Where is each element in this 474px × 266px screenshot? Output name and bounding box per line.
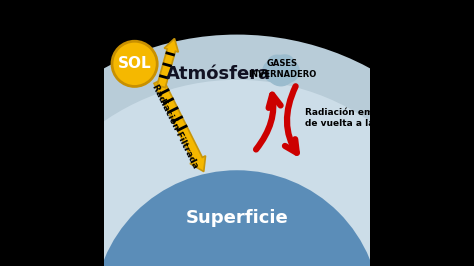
Text: Superficie: Superficie (186, 209, 288, 227)
Text: Radiación emitida
de vuelta a la superficie: Radiación emitida de vuelta a la superfi… (305, 108, 428, 128)
Wedge shape (93, 170, 381, 266)
Text: Radiación Filtrada: Radiación Filtrada (150, 83, 199, 170)
Wedge shape (3, 80, 471, 266)
Circle shape (262, 60, 285, 82)
Circle shape (266, 55, 287, 75)
FancyArrow shape (154, 79, 206, 172)
Circle shape (272, 55, 291, 74)
Text: SOL: SOL (118, 56, 151, 71)
Text: Radiación reflejada: Radiación reflejada (180, 19, 286, 29)
Circle shape (112, 41, 157, 86)
Circle shape (274, 54, 295, 75)
Circle shape (266, 57, 295, 86)
Text: GASES
INVERNADERO: GASES INVERNADERO (248, 60, 316, 79)
Text: Atmósfera: Atmósfera (166, 65, 271, 84)
FancyArrow shape (157, 39, 178, 88)
Wedge shape (0, 35, 474, 266)
Circle shape (276, 59, 300, 83)
